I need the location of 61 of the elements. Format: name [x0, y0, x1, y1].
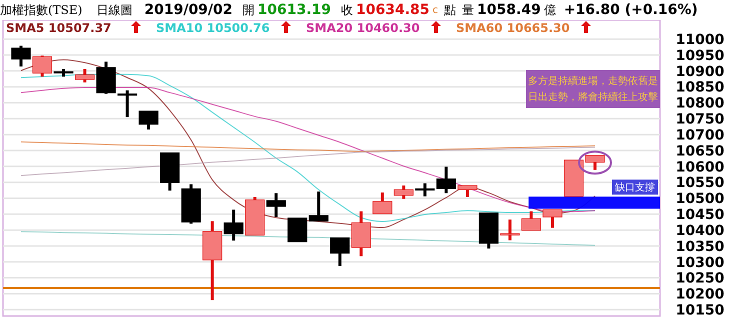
line-series: [20, 146, 596, 176]
y-tick-label: 10550: [676, 175, 725, 192]
y-tick-label: 10700: [676, 127, 725, 144]
candlestick: [288, 218, 308, 242]
text: SMA60 10665.30: [456, 21, 570, 35]
text: 2019/09/02: [144, 2, 233, 18]
text: 點: [444, 2, 456, 18]
candlestick: [181, 184, 201, 224]
candlestick: [202, 221, 222, 300]
text: 10613.19: [258, 2, 332, 18]
y-tick-label: 10200: [676, 286, 725, 303]
y-tick-label: 10650: [676, 143, 725, 160]
y-tick-label: 10400: [676, 222, 725, 239]
annotation: 多方是持續進場，走勢依舊是日出走勢，將會持續往上攻擊: [528, 75, 658, 103]
text: 億: [544, 2, 556, 18]
text: SMA5 10507.37: [6, 21, 112, 35]
y-tick-label: 10150: [676, 302, 725, 319]
y-tick-label: 10750: [676, 112, 725, 128]
candlestick: [458, 185, 478, 197]
candlestick: [478, 212, 499, 249]
y-tick-label: 10600: [676, 159, 725, 176]
y-tick-label: 10500: [676, 191, 725, 208]
candlestick: [245, 196, 265, 236]
y-tick-label: 10250: [676, 270, 725, 287]
candlestick: [351, 211, 371, 256]
candlestick: [330, 237, 350, 266]
text: SMA20 10460.30: [306, 21, 420, 35]
chart-title: 加權指數(TSE): [0, 2, 82, 18]
y-tick-label: 10300: [676, 254, 725, 271]
text: +16.80 (+0.16%): [564, 2, 698, 18]
text: 收: [341, 2, 354, 18]
y-tick-label: 10900: [676, 64, 725, 80]
y-tick-label: 10950: [676, 48, 725, 64]
text: 1058.49: [477, 2, 541, 18]
text: 開: [242, 2, 255, 18]
text: c: [432, 4, 438, 16]
text: 10634.85: [356, 2, 430, 18]
candlestick: [521, 211, 542, 231]
chart-subtitle: 日線圖: [96, 2, 132, 18]
candlestick: [224, 210, 244, 241]
candlestick: [74, 69, 95, 82]
band-label: 缺口支撐: [615, 182, 655, 194]
text: 量: [462, 2, 474, 18]
candlestick: [138, 110, 158, 130]
candlestick: [500, 220, 520, 240]
candlestick: [308, 192, 328, 222]
y-tick-label: 10800: [676, 96, 725, 112]
candlestick: [96, 62, 116, 94]
candlestick: [372, 192, 392, 214]
candlestick: [542, 209, 562, 228]
line-series: [20, 141, 596, 152]
candlestick: [266, 193, 286, 218]
candlestick: [54, 69, 74, 77]
text: SMA10 10500.76: [156, 21, 270, 35]
candlestick: [394, 186, 414, 199]
y-tick-label: 10350: [676, 238, 725, 255]
y-tick-label: 10450: [676, 207, 725, 224]
candlestick: [32, 56, 52, 77]
y-tick-label: 11000: [676, 32, 725, 48]
y-tick-label: 10850: [676, 80, 725, 96]
candlestick: [160, 152, 180, 191]
